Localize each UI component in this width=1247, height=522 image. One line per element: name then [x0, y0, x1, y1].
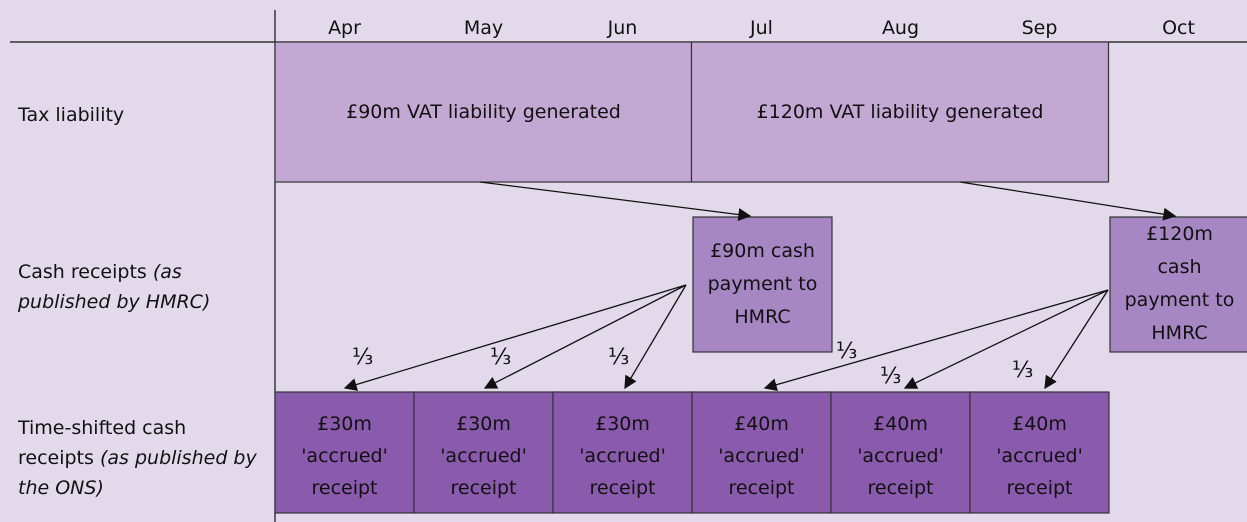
month-label: Jun: [553, 13, 692, 43]
month-text: Oct: [1162, 17, 1195, 39]
accrued-label: £40m 'accrued' receipt: [970, 408, 1109, 504]
liability-text: £90m VAT liability generated: [346, 101, 621, 123]
accrued-line: receipt: [867, 477, 934, 499]
arrow: [343, 284, 687, 391]
split-label: ⅓: [490, 343, 511, 373]
row-note: (as published by HMRC): [18, 261, 211, 313]
row-label: Tax liability: [18, 100, 268, 130]
split-label: ⅓: [1012, 356, 1033, 386]
accrued-line: £40m: [734, 413, 789, 435]
cash-box: [1109, 216, 1247, 353]
liability-label: £90m VAT liability generated: [275, 97, 692, 127]
cash-line: £90m cash: [710, 239, 815, 262]
split-label: ⅓: [836, 337, 857, 367]
accrued-box: [552, 391, 693, 514]
accrued-line: 'accrued': [579, 445, 666, 467]
accrued-label: £30m 'accrued' receipt: [275, 408, 414, 504]
accrued-label: £40m 'accrued' receipt: [692, 408, 831, 504]
arrow: [624, 284, 687, 390]
cash-label: £90m cash payment to HMRC: [693, 235, 832, 334]
split-label: ⅓: [608, 343, 629, 373]
accrued-line: £40m: [1012, 413, 1067, 435]
month-label: Sep: [970, 13, 1109, 43]
month-label: Apr: [275, 13, 414, 43]
row-note: (as published by the ONS): [18, 447, 257, 499]
split-text: ⅓: [490, 345, 512, 370]
cash-line: payment to: [1124, 289, 1235, 311]
accrued-line: £30m: [595, 413, 650, 435]
accrued-line: £40m: [873, 413, 928, 435]
month-label: Aug: [831, 13, 970, 43]
month-text: Jul: [750, 17, 773, 39]
accrued-line: receipt: [450, 477, 517, 499]
accrued-box: [830, 391, 971, 514]
accrued-line: 'accrued': [301, 445, 388, 467]
month-text: May: [463, 17, 504, 39]
row-title: Cash receipts: [18, 261, 147, 283]
arrow: [479, 181, 752, 221]
cash-label: £120m cash payment to HMRC: [1110, 218, 1247, 350]
month-text: Sep: [1021, 17, 1058, 39]
split-text: ⅓: [880, 364, 902, 389]
split-label: ⅓: [352, 343, 373, 373]
accrued-line: receipt: [1006, 477, 1073, 499]
liability-label: £120m VAT liability generated: [692, 97, 1109, 127]
liability-box: [690, 41, 1110, 183]
cash-line: HMRC: [734, 305, 791, 328]
split-text: ⅓: [1012, 358, 1034, 383]
accrued-line: £30m: [456, 413, 511, 435]
accrued-line: receipt: [728, 477, 795, 499]
split-text: ⅓: [836, 339, 858, 364]
arrow: [1044, 289, 1109, 390]
accrued-box: [274, 391, 415, 514]
row-label: Cash receipts (as published by HMRC): [18, 257, 268, 317]
cash-line: £120m: [1146, 223, 1213, 245]
accrued-box: [969, 391, 1110, 514]
row-title: Tax liability: [18, 104, 125, 126]
liability-text: £120m VAT liability generated: [756, 101, 1044, 123]
accrued-label: £30m 'accrued' receipt: [553, 408, 692, 504]
month-text: Apr: [328, 17, 361, 39]
accrued-line: 'accrued': [440, 445, 527, 467]
row-label: Time-shifted cash receipts (as published…: [18, 413, 268, 503]
cash-box: [692, 216, 833, 353]
split-text: ⅓: [352, 345, 374, 370]
month-label: Oct: [1109, 13, 1247, 43]
accrued-box: [413, 391, 554, 514]
accrued-line: receipt: [311, 477, 378, 499]
split-text: ⅓: [608, 345, 630, 370]
accrued-line: 'accrued': [996, 445, 1083, 467]
cash-line: payment to: [707, 272, 818, 295]
month-label: May: [414, 13, 553, 43]
accrued-line: 'accrued': [857, 445, 944, 467]
accrued-label: £40m 'accrued' receipt: [831, 408, 970, 504]
month-text: Aug: [881, 17, 920, 39]
accrued-line: 'accrued': [718, 445, 805, 467]
accrued-box: [691, 391, 832, 514]
accrued-label: £30m 'accrued' receipt: [414, 408, 553, 504]
arrow: [763, 289, 1109, 392]
arrow: [483, 284, 687, 389]
liability-box: [274, 41, 693, 183]
cash-line: cash: [1157, 256, 1202, 278]
arrow: [903, 289, 1109, 389]
cash-line: HMRC: [1151, 322, 1208, 344]
split-label: ⅓: [880, 362, 901, 392]
month-text: Jun: [607, 17, 638, 39]
month-label: Jul: [692, 13, 831, 43]
row-title: Time-shifted cash receipts: [18, 417, 187, 469]
accrued-line: receipt: [589, 477, 656, 499]
accrued-line: £30m: [317, 413, 372, 435]
arrow: [959, 181, 1177, 221]
